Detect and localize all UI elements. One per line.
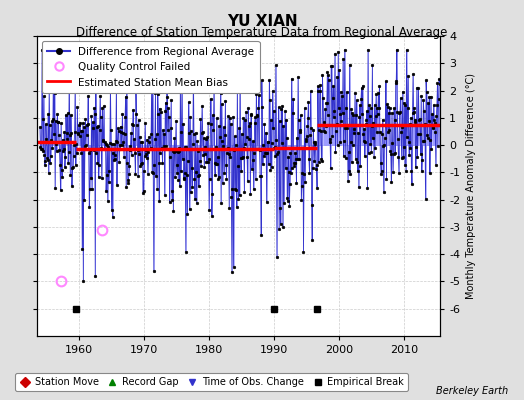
- Y-axis label: Monthly Temperature Anomaly Difference (°C): Monthly Temperature Anomaly Difference (…: [466, 73, 476, 299]
- Legend: Difference from Regional Average, Quality Control Failed, Estimated Station Mean: Difference from Regional Average, Qualit…: [42, 41, 259, 93]
- Text: Berkeley Earth: Berkeley Earth: [436, 386, 508, 396]
- Text: Difference of Station Temperature Data from Regional Average: Difference of Station Temperature Data f…: [77, 26, 447, 39]
- Text: YU XIAN: YU XIAN: [227, 14, 297, 29]
- Legend: Station Move, Record Gap, Time of Obs. Change, Empirical Break: Station Move, Record Gap, Time of Obs. C…: [15, 373, 408, 391]
